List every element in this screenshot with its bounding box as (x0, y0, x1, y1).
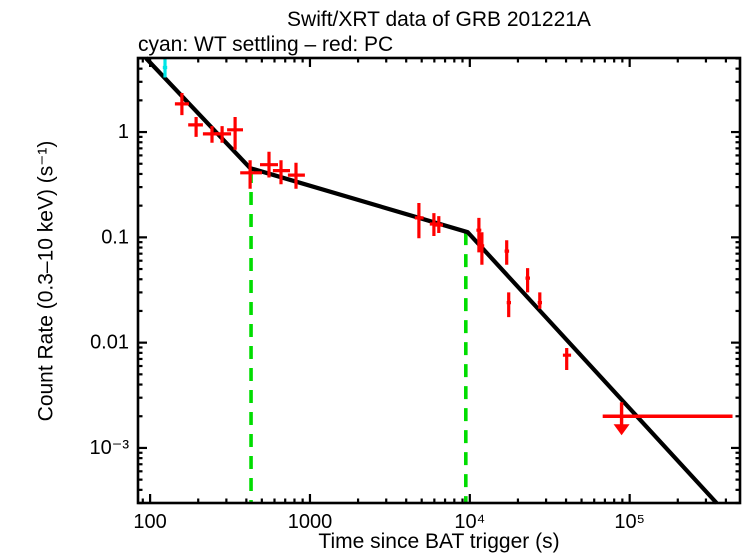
chart-subtitle: cyan: WT settling – red: PC (138, 33, 394, 56)
y-tick-label: 0.1 (101, 226, 129, 248)
y-axis-label: Count Rate (0.3–10 keV) (s⁻¹) (34, 140, 58, 422)
y-tick-label: 10⁻³ (90, 437, 130, 459)
x-tick-label: 10⁴ (454, 511, 485, 533)
pc-data-point (504, 240, 510, 265)
chart-title: Swift/XRT data of GRB 201221A (287, 8, 591, 31)
pc-data-point (227, 117, 243, 150)
model-fit-line (144, 56, 719, 505)
pc-data-point (476, 217, 482, 253)
y-axis-ticks: 1 0.1 0.01 10⁻³ (90, 57, 740, 505)
pc-data-point (414, 203, 424, 239)
pc-data-point (562, 348, 572, 370)
pc-data-point (260, 151, 278, 178)
pc-data-point (188, 117, 203, 137)
pc-data-point (174, 93, 189, 116)
pc-data-point (525, 268, 530, 293)
upper-limit-arrow (602, 402, 733, 436)
pc-data-point (272, 160, 290, 185)
x-tick-label: 10⁵ (614, 511, 645, 533)
pc-data-point (434, 216, 443, 233)
x-tick-label: 1000 (288, 511, 333, 533)
x-tick-label: 100 (133, 511, 166, 533)
pc-data-point (215, 126, 232, 143)
pc-data-point (479, 232, 485, 265)
x-axis-ticks: 100 1000 10⁴ 10⁵ (133, 58, 728, 533)
x-axis-label: Time since BAT trigger (s) (318, 530, 560, 553)
pc-data-point (506, 292, 511, 318)
plot-frame (136, 56, 742, 505)
pc-data-point (240, 160, 262, 189)
y-tick-label: 0.01 (90, 332, 129, 354)
y-tick-label: 1 (118, 121, 129, 143)
pc-data-point (287, 162, 305, 189)
wt-data-point (162, 58, 168, 78)
pc-data-point (537, 292, 542, 309)
